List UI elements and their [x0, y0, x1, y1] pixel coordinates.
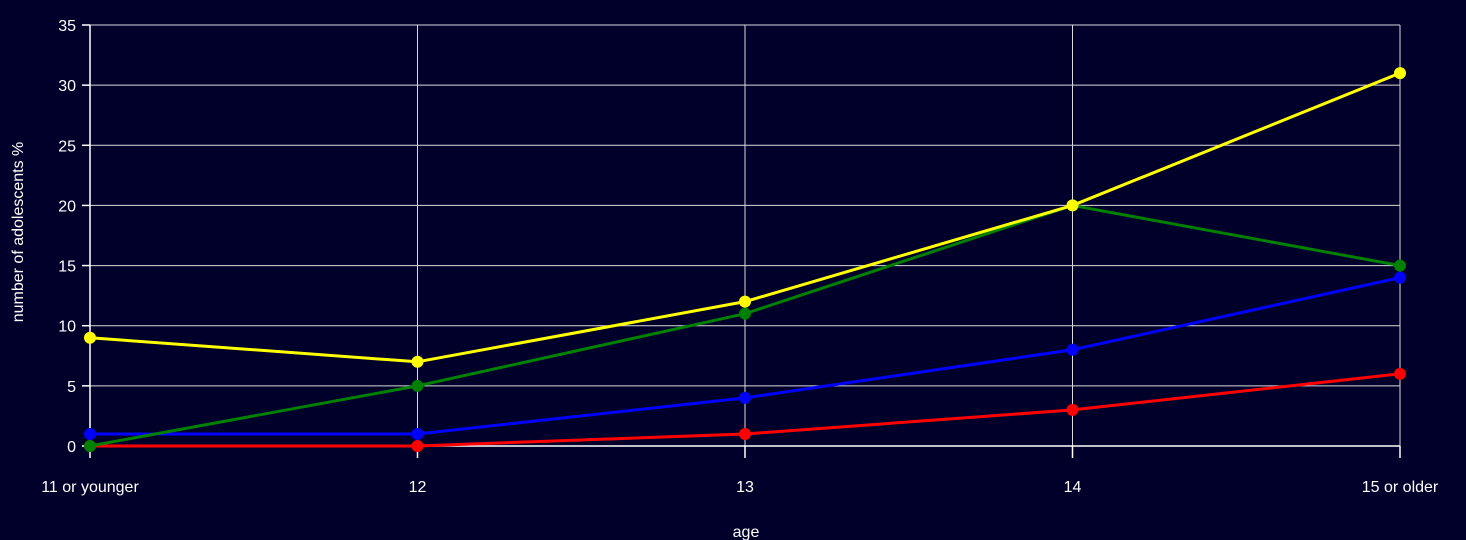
x-tick-label: 11 or younger	[41, 479, 139, 496]
data-point	[739, 391, 751, 404]
series-2	[84, 271, 1406, 440]
grid	[89, 24, 1401, 447]
axes	[82, 24, 1401, 458]
data-point	[1066, 199, 1079, 212]
data-point	[739, 427, 751, 440]
data-point	[411, 440, 424, 452]
data-point	[1394, 259, 1406, 272]
y-tick-label: 0	[67, 439, 76, 456]
data-point	[411, 427, 424, 440]
y-tick-label: 30	[58, 78, 76, 95]
y-tick-label: 35	[58, 18, 76, 35]
y-tick-label: 20	[58, 198, 76, 215]
data-point	[411, 355, 424, 368]
x-axis-title: age	[733, 524, 760, 540]
data-point	[84, 331, 96, 344]
x-tick-labels: 11 or younger 12 13 14 15 or older	[41, 479, 1439, 496]
x-tick-label: 14	[1064, 479, 1082, 496]
data-point	[411, 379, 424, 392]
data-point	[84, 440, 96, 452]
y-axis-title: number of adolescents %	[10, 142, 27, 323]
data-point	[1394, 67, 1406, 80]
series-0	[84, 67, 1406, 368]
data-point	[739, 295, 751, 308]
y-tick-label: 15	[58, 259, 76, 276]
data-point	[1066, 343, 1079, 356]
y-tick-label: 5	[67, 379, 76, 396]
data-point	[739, 307, 751, 320]
series	[84, 67, 1406, 452]
data-point	[84, 427, 96, 440]
x-tick-label: 15 or older	[1362, 479, 1439, 496]
y-tick-label: 10	[58, 319, 76, 336]
data-point	[1394, 271, 1406, 284]
y-tick-labels: 0 5 10 15 20 25 30 35	[58, 18, 76, 456]
x-tick-label: 13	[736, 479, 754, 496]
data-point	[1394, 367, 1406, 380]
x-tick-label: 12	[409, 479, 427, 496]
y-tick-label: 25	[58, 138, 76, 155]
data-point	[1066, 403, 1079, 416]
